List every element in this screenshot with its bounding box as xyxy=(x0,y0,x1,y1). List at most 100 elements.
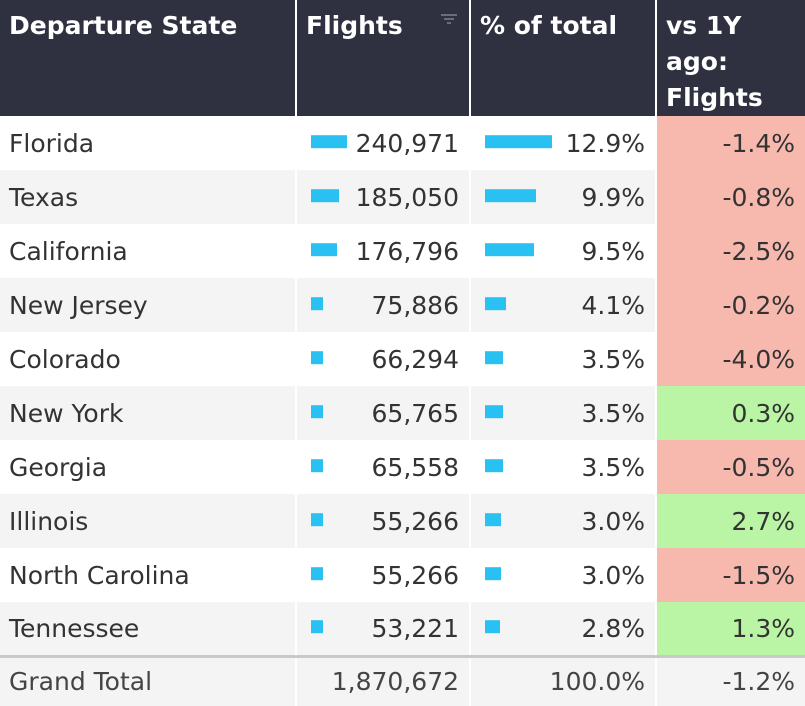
table-row[interactable]: Georgia 65,558 3.5% -0.5% xyxy=(0,440,805,494)
flights-cell: 65,558 xyxy=(296,440,471,494)
state-cell: Tennessee xyxy=(0,602,297,656)
pct-bar xyxy=(485,135,552,149)
column-header-label: Flights xyxy=(306,11,403,40)
state-cell: New Jersey xyxy=(0,278,297,332)
flights-bar xyxy=(311,513,323,527)
state-cell: New York xyxy=(0,386,297,440)
pct-cell: 3.5% xyxy=(470,386,657,440)
table-row[interactable]: New Jersey 75,886 4.1% -0.2% xyxy=(0,278,805,332)
change-cell: 2.7% xyxy=(656,494,805,548)
pct-value: 3.5% xyxy=(581,344,645,374)
flights-cell: 176,796 xyxy=(296,224,471,278)
table-row[interactable]: California 176,796 9.5% -2.5% xyxy=(0,224,805,278)
table-row[interactable]: Texas 185,050 9.9% -0.8% xyxy=(0,170,805,224)
flights-bar xyxy=(311,567,323,581)
flights-cell: 185,050 xyxy=(296,170,471,224)
column-header-flights[interactable]: Flights xyxy=(296,0,471,116)
column-header-vs-1y-ago[interactable]: vs 1Y ago: Flights xyxy=(656,0,805,116)
flights-bar xyxy=(311,189,339,203)
pct-bar xyxy=(485,459,503,473)
state-cell: Colorado xyxy=(0,332,297,386)
column-header-pct-of-total[interactable]: % of total xyxy=(470,0,657,116)
flights-bar xyxy=(311,405,323,419)
flights-value: 176,796 xyxy=(355,236,459,266)
change-cell: -2.5% xyxy=(656,224,805,278)
flights-cell: 55,266 xyxy=(296,548,471,602)
pct-value: 4.1% xyxy=(581,290,645,320)
flights-cell: 240,971 xyxy=(296,116,471,170)
state-cell: Georgia xyxy=(0,440,297,494)
pct-bar xyxy=(485,297,506,311)
pct-bar xyxy=(485,513,501,527)
pct-cell: 12.9% xyxy=(470,116,657,170)
flights-value: 185,050 xyxy=(355,182,459,212)
grand-total-flights: 1,870,672 xyxy=(296,654,471,706)
column-header-label-line1: vs 1Y ago: xyxy=(666,11,742,76)
pct-cell: 3.0% xyxy=(470,548,657,602)
flights-cell: 55,266 xyxy=(296,494,471,548)
pct-bar xyxy=(485,567,501,581)
flights-bar xyxy=(311,135,347,149)
table-row[interactable]: Colorado 66,294 3.5% -4.0% xyxy=(0,332,805,386)
pct-bar xyxy=(485,405,503,419)
grand-total-row: Grand Total 1,870,672 100.0% -1.2% xyxy=(0,654,805,706)
flights-cell: 75,886 xyxy=(296,278,471,332)
table-row[interactable]: New York 65,765 3.5% 0.3% xyxy=(0,386,805,440)
pct-cell: 3.5% xyxy=(470,332,657,386)
flights-bar xyxy=(311,620,323,634)
flights-bar xyxy=(311,243,337,257)
pct-bar xyxy=(485,243,534,257)
sort-filter-icon[interactable] xyxy=(441,14,457,26)
table-row[interactable]: North Carolina 55,266 3.0% -1.5% xyxy=(0,548,805,602)
pct-cell: 9.9% xyxy=(470,170,657,224)
state-cell: Texas xyxy=(0,170,297,224)
flights-value: 53,221 xyxy=(371,613,459,643)
grand-total-label: Grand Total xyxy=(0,654,297,706)
flights-bar xyxy=(311,351,323,365)
change-cell: -0.5% xyxy=(656,440,805,494)
change-cell: -1.4% xyxy=(656,116,805,170)
grand-total-pct: 100.0% xyxy=(470,654,657,706)
pct-bar xyxy=(485,351,503,365)
pct-value: 9.9% xyxy=(581,182,645,212)
flights-value: 65,765 xyxy=(371,398,459,428)
pct-value: 2.8% xyxy=(581,613,645,643)
change-cell: -0.8% xyxy=(656,170,805,224)
column-header-label-line2: Flights xyxy=(666,83,763,112)
pct-cell: 3.0% xyxy=(470,494,657,548)
pct-value: 3.5% xyxy=(581,398,645,428)
state-cell: Florida xyxy=(0,116,297,170)
flights-value: 55,266 xyxy=(371,560,459,590)
flights-bar xyxy=(311,297,323,311)
state-cell: California xyxy=(0,224,297,278)
flights-cell: 66,294 xyxy=(296,332,471,386)
pct-value: 3.0% xyxy=(581,560,645,590)
table-row[interactable]: Illinois 55,266 3.0% 2.7% xyxy=(0,494,805,548)
change-cell: -0.2% xyxy=(656,278,805,332)
column-header-label: % of total xyxy=(480,11,618,40)
flights-cell: 53,221 xyxy=(296,602,471,656)
flights-value: 75,886 xyxy=(371,290,459,320)
column-header-label: Departure State xyxy=(9,11,238,40)
flights-value: 66,294 xyxy=(371,344,459,374)
change-cell: -4.0% xyxy=(656,332,805,386)
flights-bar xyxy=(311,459,323,473)
state-cell: North Carolina xyxy=(0,548,297,602)
pct-value: 9.5% xyxy=(581,236,645,266)
table-row[interactable]: Florida 240,971 12.9% -1.4% xyxy=(0,116,805,170)
pct-cell: 9.5% xyxy=(470,224,657,278)
column-header-departure-state[interactable]: Departure State xyxy=(0,0,297,116)
pct-bar xyxy=(485,189,536,203)
change-cell: 0.3% xyxy=(656,386,805,440)
flights-value: 65,558 xyxy=(371,452,459,482)
change-cell: -1.5% xyxy=(656,548,805,602)
grand-total-change: -1.2% xyxy=(656,654,805,706)
state-cell: Illinois xyxy=(0,494,297,548)
pct-value: 3.5% xyxy=(581,452,645,482)
pct-value: 12.9% xyxy=(565,128,645,158)
table-row[interactable]: Tennessee 53,221 2.8% 1.3% xyxy=(0,602,805,656)
flights-value: 55,266 xyxy=(371,506,459,536)
pct-bar xyxy=(485,620,500,634)
pct-value: 3.0% xyxy=(581,506,645,536)
